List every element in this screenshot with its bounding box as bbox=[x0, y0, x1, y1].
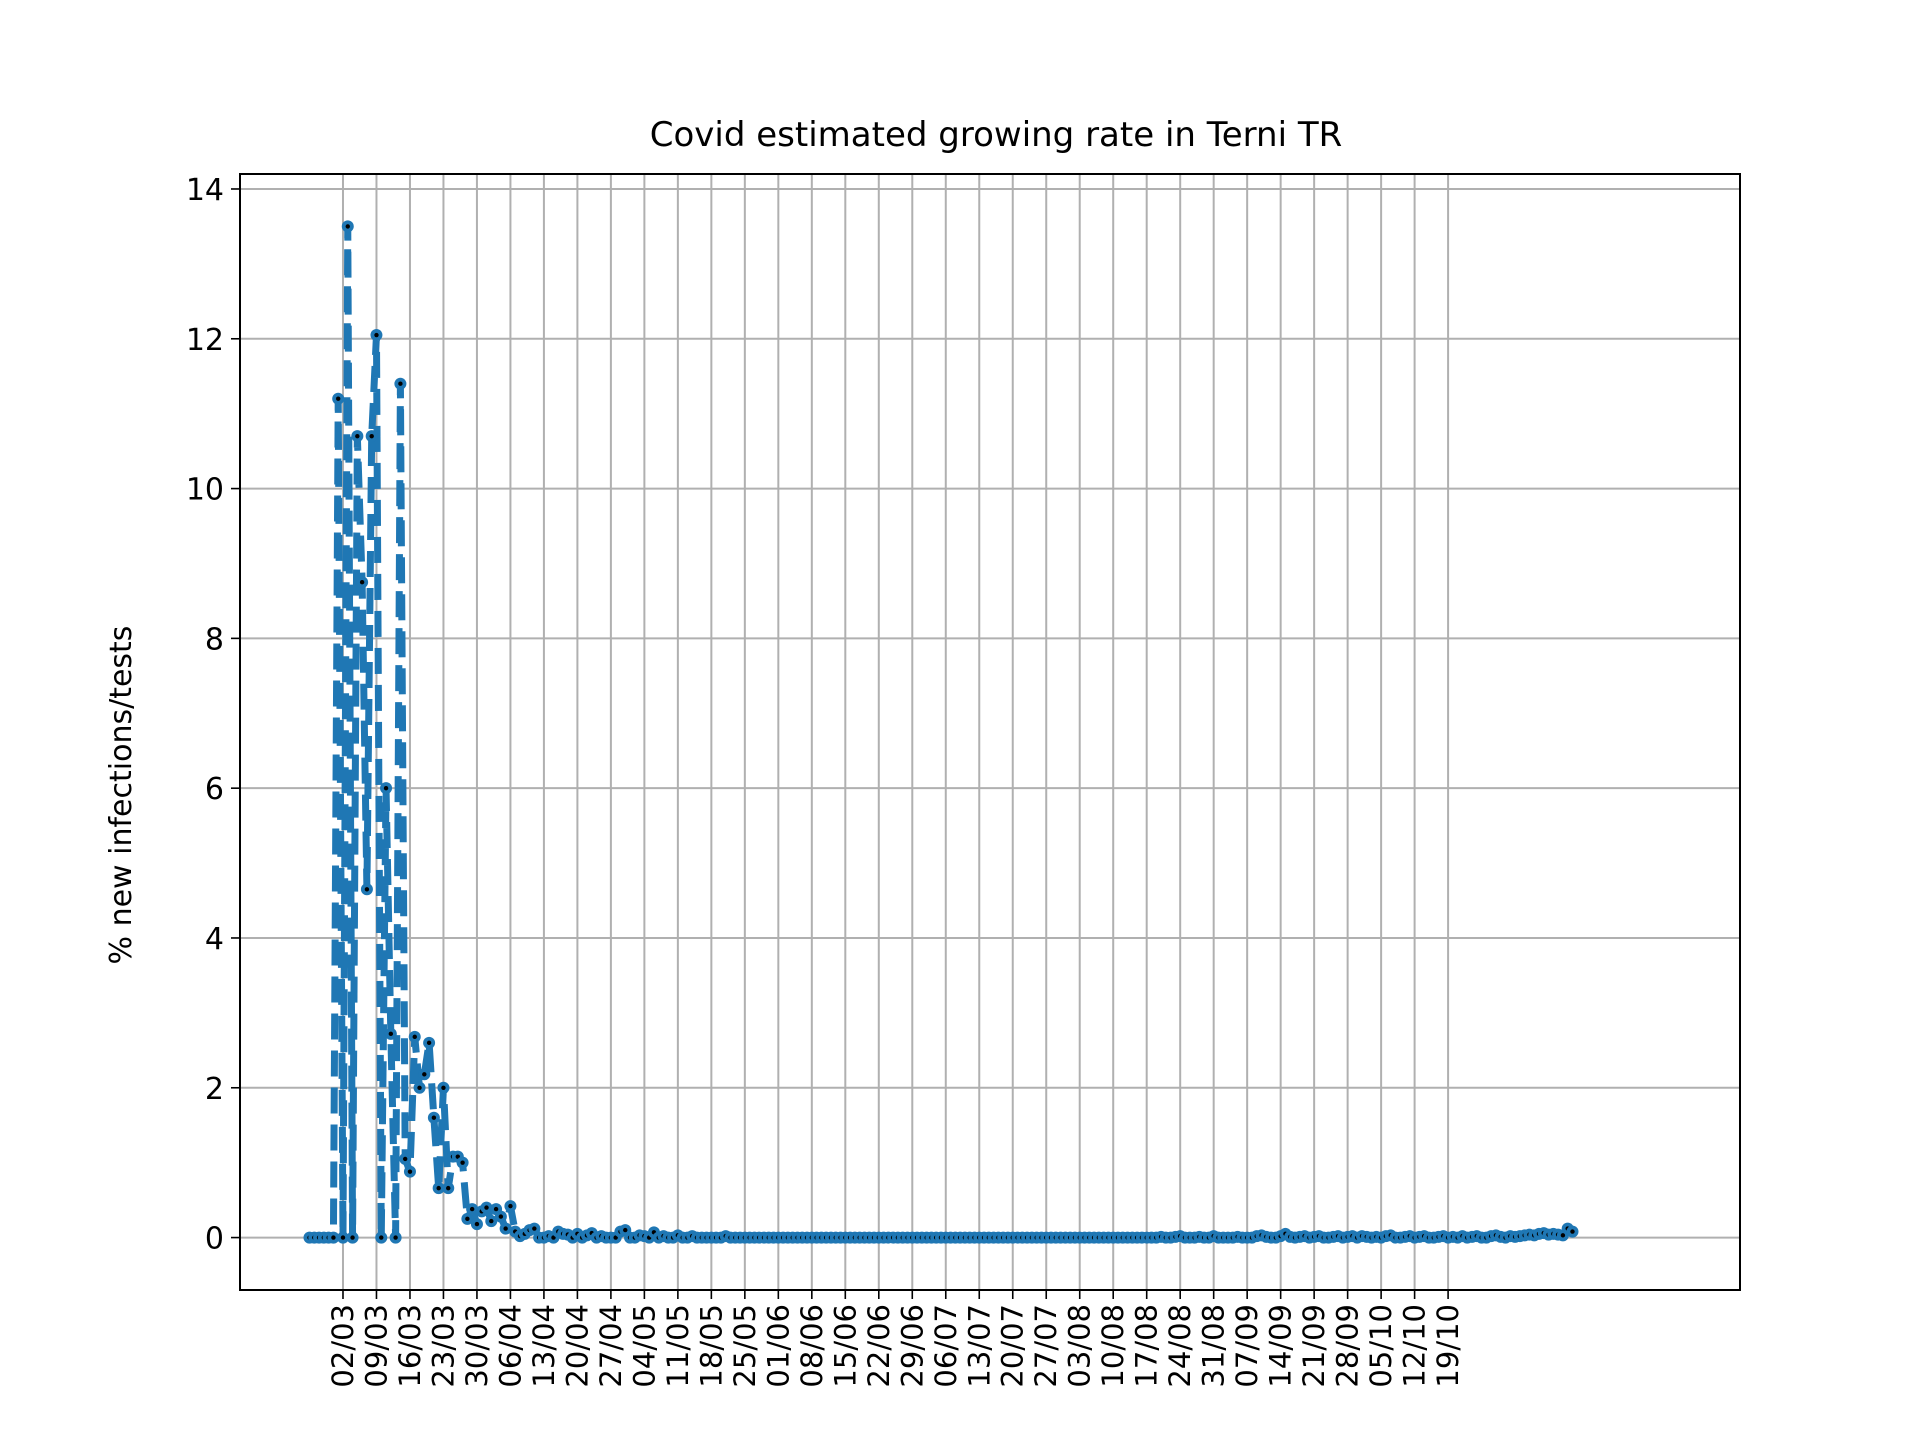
x-tick-label: 06/07 bbox=[929, 1304, 963, 1388]
x-tick-label: 27/04 bbox=[594, 1304, 628, 1388]
data-point-center bbox=[474, 1221, 480, 1227]
x-tick-label: 23/03 bbox=[426, 1304, 460, 1388]
data-point-center bbox=[355, 433, 360, 439]
data-point-center bbox=[613, 1235, 618, 1240]
x-tick-label: 27/07 bbox=[1029, 1304, 1063, 1388]
x-tick-label: 24/08 bbox=[1163, 1304, 1197, 1388]
x-tick-label: 16/03 bbox=[393, 1304, 427, 1388]
data-point-center bbox=[383, 785, 389, 791]
x-tick-label: 11/05 bbox=[661, 1304, 695, 1388]
y-tick-label: 6 bbox=[205, 772, 224, 807]
data-point-center bbox=[331, 1235, 336, 1240]
x-tick-label: 15/06 bbox=[828, 1304, 862, 1388]
plot-frame bbox=[239, 173, 1741, 1291]
data-point-center bbox=[493, 1206, 499, 1212]
data-point-center bbox=[422, 1072, 427, 1077]
data-point-center bbox=[340, 1235, 346, 1240]
y-axis-label: % new infections/tests bbox=[104, 626, 139, 965]
data-point-center bbox=[393, 1235, 398, 1240]
y-tick-label: 8 bbox=[205, 622, 224, 657]
data-point-center bbox=[369, 433, 374, 439]
data-point-center bbox=[350, 1235, 355, 1240]
data-point-center bbox=[465, 1216, 470, 1222]
data-point-center bbox=[1560, 1233, 1566, 1238]
data-point-center bbox=[436, 1185, 441, 1191]
data-point-center bbox=[388, 1031, 394, 1037]
data-point-center bbox=[412, 1034, 417, 1040]
x-tick-label: 20/07 bbox=[996, 1304, 1030, 1388]
data-point-center bbox=[532, 1226, 537, 1231]
x-tick-label: 13/07 bbox=[962, 1304, 996, 1388]
data-point-center bbox=[379, 1235, 384, 1240]
x-tick-label: 17/08 bbox=[1130, 1304, 1164, 1388]
data-point-center bbox=[417, 1085, 422, 1090]
y-tick-label: 2 bbox=[205, 1072, 224, 1107]
series-group bbox=[303, 220, 1579, 1244]
x-tick-label: 22/06 bbox=[862, 1304, 896, 1388]
data-point-center bbox=[460, 1160, 465, 1165]
grid-lines bbox=[240, 174, 1740, 1290]
x-tick-label: 01/06 bbox=[761, 1304, 795, 1388]
y-tick-label: 12 bbox=[186, 323, 224, 358]
data-point-center bbox=[407, 1169, 413, 1174]
data-point-center bbox=[364, 887, 370, 892]
data-point-center bbox=[498, 1214, 504, 1219]
data-point-center bbox=[359, 580, 365, 585]
x-tick-label: 20/04 bbox=[560, 1304, 594, 1388]
x-tick-label: 19/10 bbox=[1431, 1304, 1465, 1388]
data-point-center bbox=[402, 1156, 408, 1162]
x-tick-label: 30/03 bbox=[460, 1304, 494, 1388]
data-point-center bbox=[374, 332, 379, 338]
chart-title: Covid estimated growing rate in Terni TR bbox=[650, 115, 1342, 155]
data-point-center bbox=[345, 224, 350, 229]
x-tick-label: 08/06 bbox=[795, 1304, 829, 1388]
x-tick-label: 13/04 bbox=[527, 1304, 561, 1388]
x-tick-label: 21/09 bbox=[1297, 1304, 1331, 1388]
y-tick-label: 4 bbox=[205, 922, 224, 957]
data-point-center bbox=[1570, 1229, 1575, 1234]
x-tick-label: 02/03 bbox=[326, 1304, 360, 1388]
data-point-center bbox=[489, 1218, 494, 1224]
data-point-center bbox=[508, 1203, 513, 1209]
y-tick-label: 0 bbox=[205, 1222, 224, 1257]
data-point-center bbox=[469, 1206, 475, 1212]
data-point-center bbox=[441, 1085, 446, 1090]
data-point-center bbox=[446, 1185, 451, 1191]
x-tick-label: 05/10 bbox=[1364, 1304, 1398, 1388]
x-tick-label: 09/03 bbox=[359, 1304, 393, 1388]
x-tick-label: 04/05 bbox=[627, 1304, 661, 1388]
y-tick-label: 14 bbox=[186, 173, 224, 208]
data-point-center bbox=[484, 1205, 489, 1210]
data-point-center bbox=[336, 396, 341, 401]
data-point-center bbox=[431, 1115, 437, 1120]
data-point-center bbox=[503, 1226, 508, 1231]
x-tick-label: 10/08 bbox=[1096, 1304, 1130, 1388]
x-tick-label: 28/09 bbox=[1331, 1304, 1365, 1388]
data-point-center bbox=[455, 1154, 461, 1159]
data-point-center bbox=[398, 381, 403, 386]
x-tick-label: 29/06 bbox=[895, 1304, 929, 1388]
x-tick-label: 14/09 bbox=[1264, 1304, 1298, 1388]
y-tick-label: 10 bbox=[186, 473, 224, 508]
data-point-center bbox=[551, 1235, 556, 1240]
x-tick-label: 06/04 bbox=[493, 1304, 527, 1388]
x-tick-label: 07/09 bbox=[1230, 1304, 1264, 1388]
x-tick-label: 25/05 bbox=[728, 1304, 762, 1388]
x-tick-label: 12/10 bbox=[1398, 1304, 1432, 1388]
axes-group: 02/03 09/03 16/03 23/03 30/03 06/04 13/04 20/04… bbox=[186, 173, 1741, 1388]
data-point-center bbox=[426, 1040, 432, 1046]
x-tick-label: 18/05 bbox=[694, 1304, 728, 1388]
data-point-center bbox=[623, 1227, 628, 1233]
x-tick-label: 03/08 bbox=[1063, 1304, 1097, 1388]
x-tick-label: 31/08 bbox=[1197, 1304, 1231, 1388]
